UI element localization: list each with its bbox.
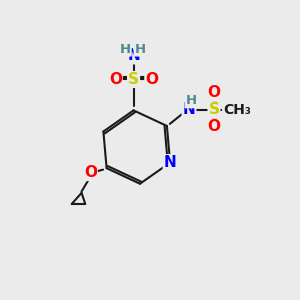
Text: S: S: [128, 72, 139, 87]
Text: O: O: [208, 119, 220, 134]
Text: N: N: [183, 102, 195, 117]
Text: N: N: [164, 155, 176, 170]
Text: O: O: [208, 85, 220, 100]
Text: H: H: [120, 43, 131, 56]
Text: N: N: [127, 48, 140, 63]
Text: H: H: [134, 43, 146, 56]
Text: O: O: [145, 72, 158, 87]
Text: S: S: [208, 102, 220, 117]
Text: H: H: [185, 94, 197, 107]
Text: CH₃: CH₃: [223, 103, 251, 117]
Text: O: O: [84, 165, 97, 180]
Text: O: O: [109, 72, 122, 87]
